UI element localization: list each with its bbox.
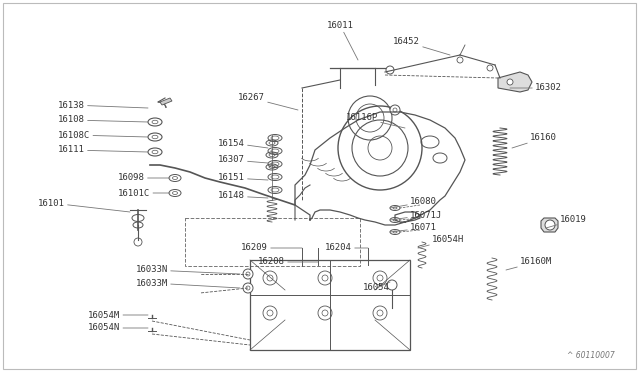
Text: 16148: 16148 bbox=[218, 192, 268, 201]
Circle shape bbox=[387, 280, 397, 290]
Text: 16204: 16204 bbox=[325, 244, 368, 253]
Text: 16054N: 16054N bbox=[88, 324, 148, 333]
Text: 16160: 16160 bbox=[512, 134, 557, 148]
Circle shape bbox=[386, 66, 394, 74]
Text: 16116P: 16116P bbox=[346, 113, 405, 128]
Text: 16208: 16208 bbox=[258, 257, 318, 266]
Circle shape bbox=[243, 269, 253, 279]
Text: 16111: 16111 bbox=[58, 145, 148, 154]
Polygon shape bbox=[541, 218, 558, 232]
Text: 16302: 16302 bbox=[510, 83, 562, 93]
Circle shape bbox=[390, 105, 400, 115]
Text: 16307: 16307 bbox=[218, 155, 268, 164]
Text: 16071J: 16071J bbox=[390, 211, 442, 220]
Text: 16101: 16101 bbox=[38, 199, 130, 212]
Text: 16154: 16154 bbox=[218, 138, 268, 148]
Circle shape bbox=[243, 283, 253, 293]
Text: 16071: 16071 bbox=[390, 224, 437, 232]
Text: 16151: 16151 bbox=[218, 173, 268, 183]
Text: 16101C: 16101C bbox=[118, 189, 170, 198]
Bar bbox=[250, 260, 410, 350]
Text: 16080: 16080 bbox=[390, 198, 437, 208]
Text: 16033M: 16033M bbox=[136, 279, 240, 288]
Text: 16033N: 16033N bbox=[136, 266, 240, 275]
Circle shape bbox=[487, 65, 493, 71]
Text: 16054M: 16054M bbox=[88, 311, 148, 320]
Polygon shape bbox=[160, 98, 172, 105]
Text: 16054H: 16054H bbox=[418, 235, 464, 248]
Text: 16108C: 16108C bbox=[58, 131, 148, 140]
Text: 16011: 16011 bbox=[326, 20, 358, 60]
Text: ^ 60110007: ^ 60110007 bbox=[567, 351, 615, 360]
Text: 16108: 16108 bbox=[58, 115, 148, 125]
Text: 16267: 16267 bbox=[238, 93, 298, 110]
Text: 16054: 16054 bbox=[363, 282, 390, 292]
Bar bbox=[185, 218, 360, 266]
Circle shape bbox=[457, 57, 463, 63]
Text: 16098: 16098 bbox=[118, 173, 170, 183]
Text: 16138: 16138 bbox=[58, 100, 148, 109]
Text: 16452: 16452 bbox=[393, 38, 450, 55]
Polygon shape bbox=[498, 72, 532, 92]
Text: 16160M: 16160M bbox=[506, 257, 552, 270]
Circle shape bbox=[545, 220, 555, 230]
Circle shape bbox=[507, 79, 513, 85]
Text: 16209: 16209 bbox=[241, 244, 302, 253]
Text: 16019: 16019 bbox=[546, 215, 587, 228]
